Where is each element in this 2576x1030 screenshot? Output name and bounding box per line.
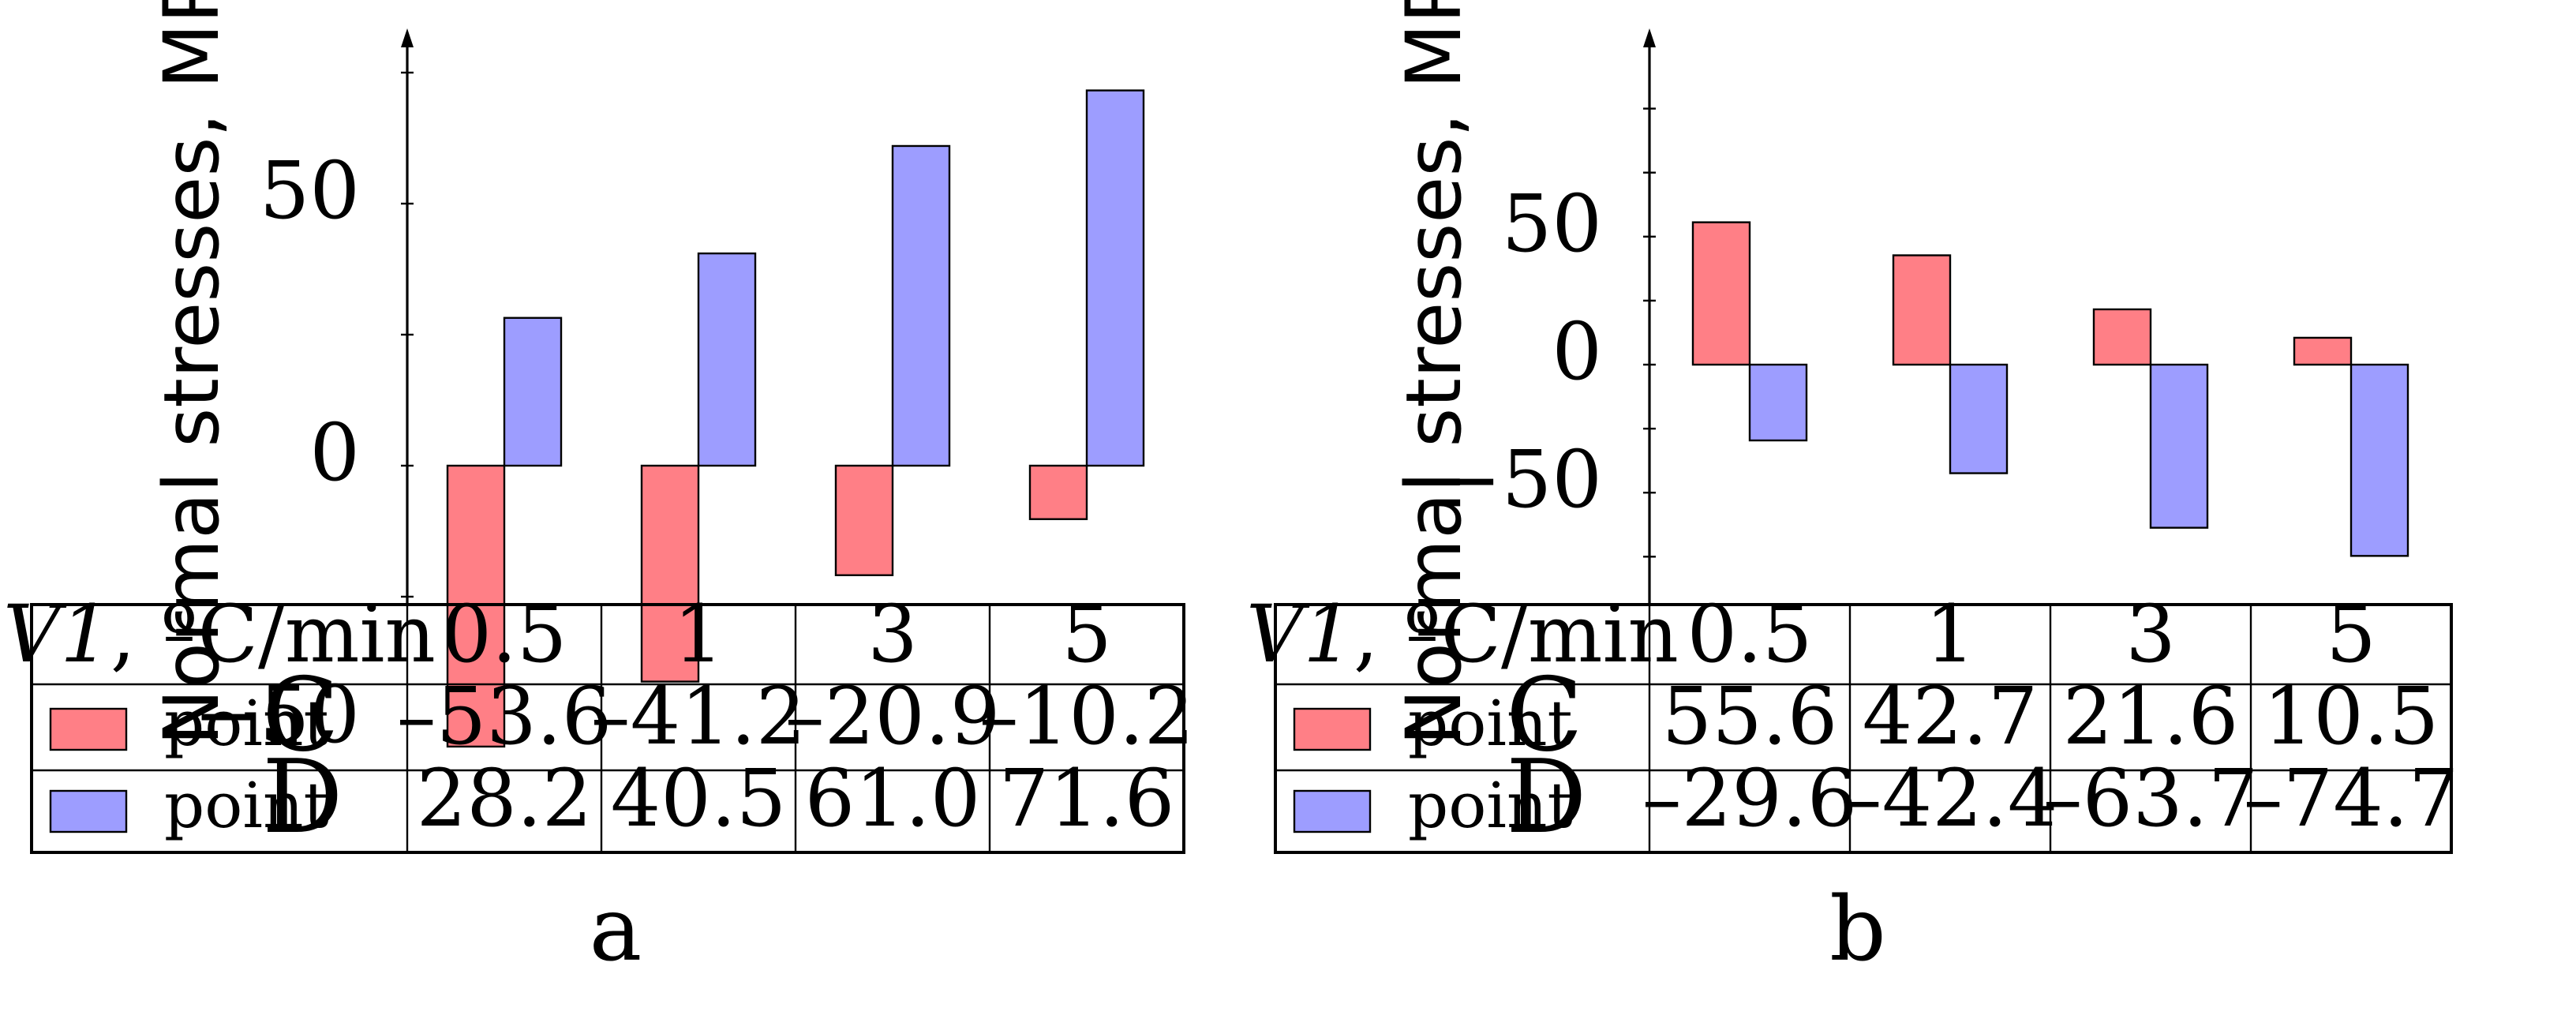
table-header-cell: 5	[1061, 588, 1112, 680]
table-value-cell: 61.0	[805, 752, 981, 845]
table-value-cell: –42.4	[1843, 752, 2058, 845]
bar-point-c	[834, 464, 894, 576]
bar-point-c	[1028, 464, 1088, 520]
table-header-cell: 0.5	[441, 588, 567, 680]
legend-word: point	[1408, 687, 1573, 760]
table-value-cell: –63.7	[2043, 752, 2259, 845]
v1-symbol: V1	[3, 588, 110, 680]
legend-swatch-point-d	[1293, 789, 1372, 833]
y-axis-arrow-icon	[1643, 28, 1656, 47]
table-header-cell: 3	[867, 588, 918, 680]
table-value-cell: 21.6	[2063, 670, 2239, 762]
data-table-border	[30, 603, 1185, 854]
bar-point-c	[2293, 336, 2353, 366]
legend-letter: D	[262, 739, 343, 856]
legend-word: point	[1408, 769, 1573, 842]
table-header-cell: 3	[2125, 588, 2176, 680]
bar-point-d	[503, 316, 563, 467]
table-value-cell: –53.6	[397, 670, 612, 762]
bar-point-d	[697, 252, 757, 467]
legend-letter: C	[262, 657, 339, 774]
legend-swatch-point-c	[1293, 707, 1372, 751]
y-tick-label: 50	[1502, 178, 1602, 270]
bar-point-d	[1949, 363, 2009, 474]
bar-point-c	[640, 464, 700, 683]
table-value-cell: 71.6	[999, 752, 1175, 845]
panel-label: b	[1829, 878, 1886, 981]
table-value-cell: –10.2	[979, 670, 1195, 762]
legend-word: point	[164, 687, 329, 760]
legend-word: point	[164, 769, 329, 842]
bar-point-d	[891, 144, 951, 467]
table-value-cell: –20.9	[785, 670, 1001, 762]
y-tick-label: −50	[1436, 433, 1602, 526]
y-tick-label: 50	[260, 144, 360, 237]
table-value-cell: 42.7	[1863, 670, 2039, 762]
bar-point-d	[1748, 363, 1808, 442]
bar-point-d	[2349, 363, 2409, 557]
legend-letter: D	[1506, 739, 1587, 856]
table-header-cell: 0.5	[1687, 588, 1812, 680]
bar-point-d	[1085, 89, 1145, 467]
v1-symbol: V1	[1246, 588, 1354, 680]
legend-letter: C	[1506, 657, 1583, 774]
y-axis-title: Normal stresses, MPa	[1390, 0, 1478, 746]
y-axis-title: Normal stresses, MPa	[148, 0, 236, 746]
table-value-cell: 55.6	[1662, 670, 1838, 762]
table-value-cell: 10.5	[2263, 670, 2439, 762]
table-header-cell: 5	[2326, 588, 2376, 680]
table-value-cell: –29.6	[1642, 752, 1858, 845]
data-table-border	[1274, 603, 2453, 854]
legend-swatch-point-d	[49, 789, 128, 833]
table-value-cell: –74.7	[2244, 752, 2459, 845]
unit-label: , ºC/min	[110, 588, 436, 680]
legend-swatch-point-c	[49, 707, 128, 751]
table-header-cell: 1	[1925, 588, 1975, 680]
table-header-label: V1, ºC/min	[1246, 588, 1679, 680]
bar-point-d	[2149, 363, 2209, 529]
panel-label: a	[590, 878, 642, 981]
bar-point-c	[1892, 254, 1952, 366]
y-tick-label: 0	[1552, 305, 1602, 398]
table-header-cell: 1	[673, 588, 724, 680]
bar-point-c	[1691, 221, 1751, 366]
bar-point-c	[2092, 308, 2152, 366]
table-header-label: V1, ºC/min	[3, 588, 436, 680]
table-value-cell: –41.2	[591, 670, 807, 762]
table-value-cell: 40.5	[611, 752, 787, 845]
unit-label: , ºC/min	[1354, 588, 1679, 680]
y-tick-label: 0	[309, 406, 360, 499]
table-value-cell: 28.2	[417, 752, 593, 845]
y-axis-arrow-icon	[401, 28, 414, 47]
